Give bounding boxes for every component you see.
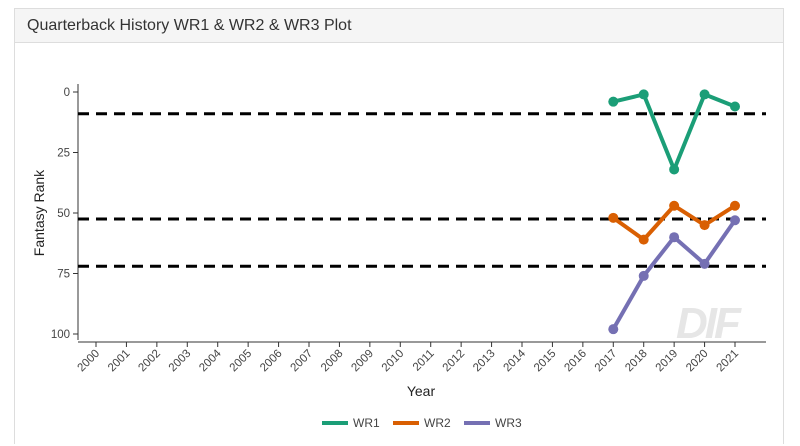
watermark-text: DIF [676,299,742,348]
data-point [608,212,619,223]
x-tick-label: 2014 [502,347,529,374]
x-tick-label: 2018 [623,348,650,375]
x-tick-label: 2017 [593,348,620,375]
x-tick-label: 2005 [228,348,255,375]
y-tick-label: 0 [64,87,70,99]
reference-lines [78,112,766,268]
x-tick-label: 2004 [197,347,224,374]
data-point [638,270,649,281]
data-point [730,215,740,226]
y-axis-label: Fantasy Rank [31,169,47,256]
y-tick-label: 100 [51,329,70,341]
legend-label-wr1: WR1 [353,416,380,430]
x-axis-label: Year [407,383,436,399]
legend: WR1 WR2 WR3 [322,416,522,430]
x-tick-label: 2011 [411,348,437,374]
data-point [669,164,680,175]
data-point [699,258,710,269]
watermark-logo: DIF [676,299,745,348]
data-point [638,234,649,245]
data-point [699,89,710,100]
data-point [669,200,680,211]
series-group [608,89,740,335]
x-tick-label: 2002 [136,348,163,375]
data-point [699,220,710,231]
x-tick-label: 2015 [532,348,559,375]
data-point [730,101,740,112]
series-line-wr1 [612,92,736,172]
x-tick-label: 2020 [684,348,711,375]
x-tick-label: 2003 [167,348,194,375]
y-axis: 0 25 50 75 100 [51,84,79,341]
x-tick-label: 2010 [380,348,407,375]
panel-title: Quarterback History WR1 & WR2 & WR3 Plot [15,9,783,43]
x-tick-label: 2007 [289,348,316,375]
x-tick-label: 2016 [562,348,589,375]
x-tick-label: 2000 [76,348,103,375]
x-axis: 2000 2001 2002 2003 2004 2005 2006 2007 2008 2009… [76,341,766,375]
series-wr3 [608,215,740,335]
x-tick-label: 2008 [319,348,346,375]
x-tick-label: 2019 [654,348,681,375]
series-wr2 [608,200,740,245]
data-point [669,232,680,243]
series-wr1 [608,89,740,175]
x-tick-label: 2012 [441,348,468,375]
data-point [608,96,619,107]
legend-label-wr3: WR3 [495,416,522,430]
data-point [638,89,649,100]
y-tick-label: 75 [57,269,70,281]
x-tick-label: 2021 [715,348,742,375]
x-tick-label: 2006 [258,348,285,375]
x-tick-label: 2013 [471,348,498,375]
y-tick-label: 25 [57,148,70,160]
x-tick-label: 2009 [349,348,376,375]
y-tick-label: 50 [57,208,70,220]
legend-label-wr2: WR2 [424,416,451,430]
data-point [730,200,740,211]
data-point [608,324,619,335]
x-tick-label: 2001 [106,348,133,375]
